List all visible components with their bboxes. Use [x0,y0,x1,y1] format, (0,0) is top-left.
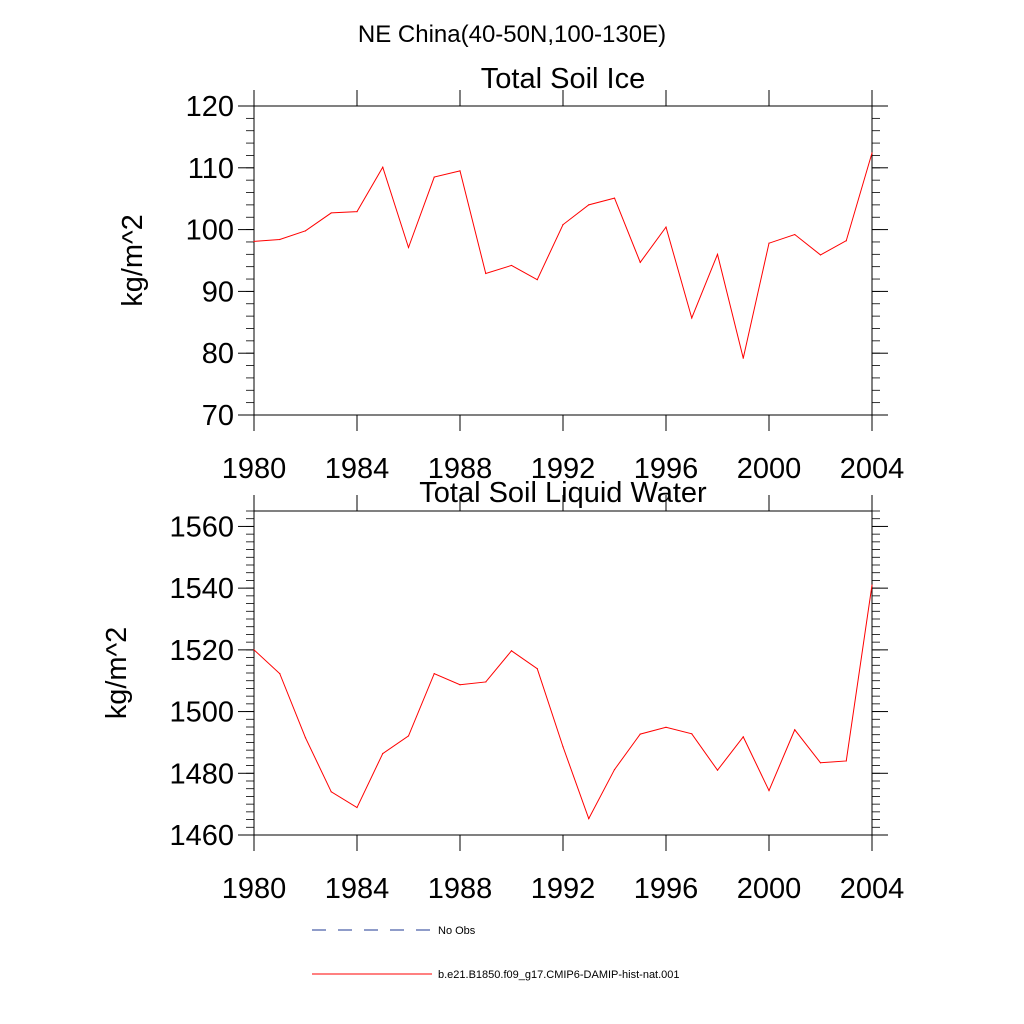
y-tick-label: 1540 [169,573,234,605]
data-point-2002 [819,254,822,256]
data-point-1987 [433,176,435,178]
data-point-1999 [742,357,744,359]
data-point-1991 [536,668,538,670]
x-tick-label: 2000 [737,453,802,485]
data-point-2004 [871,584,873,586]
data-point-1990 [510,264,513,267]
panel-total-soil-liquid-water: Total Soil Liquid Water14601480150015201… [101,477,904,905]
data-point-1991 [536,279,538,281]
x-tick-label: 2004 [840,873,905,905]
data-point-1984 [356,806,358,809]
data-point-1998 [716,253,719,255]
data-point-1993 [588,204,590,206]
data-point-1992 [562,224,564,226]
y-tick-label: 1560 [169,511,234,543]
y-tick-label: 70 [202,400,234,432]
data-point-1980 [253,649,255,651]
main-title: NE China(40-50N,100-130E) [358,21,666,48]
data-point-2000 [768,242,770,244]
y-tick-label: 90 [202,276,234,308]
data-point-1994 [613,197,616,199]
data-point-2001 [794,233,796,236]
data-point-1992 [562,746,564,748]
panel-total-soil-ice: Total Soil Ice 70 80 90 100 110 120 1980 1984 198… [117,63,904,485]
data-point-1996 [665,726,667,728]
data-point-1982 [304,230,307,232]
y-axis-label: kg/m^2 [101,627,133,720]
series-line-ice [253,152,873,359]
data-point-2002 [819,762,822,764]
x-tick-label: 1984 [325,453,390,485]
data-point-1997 [691,317,693,319]
x-tick-label: 1980 [222,873,287,905]
y-axis-label: kg/m^2 [117,214,149,307]
y-tick-label: 110 [188,153,234,185]
y-tick-label: 80 [202,338,234,370]
legend: No Obs b.e21.B1850.f09_g17.CMIP6-DAMIP-h… [312,925,680,981]
x-tick-label: 2004 [840,453,905,485]
x-tick-label: 1996 [634,873,699,905]
data-point-1988 [459,170,461,172]
x-tick-label: 1988 [428,453,493,485]
data-point-1981 [279,673,281,675]
data-point-1983 [330,791,332,793]
y-tick-label: 1500 [169,697,234,729]
plot-frame [253,105,873,416]
data-point-1990 [510,650,513,652]
chart-title-ice: Total Soil Ice [481,63,645,95]
legend-model-label: b.e21.B1850.f09_g17.CMIP6-DAMIP-hist-nat… [438,969,680,981]
data-point-2003 [845,760,847,762]
y-tick-label: 1520 [169,635,234,667]
data-point-1987 [433,673,435,675]
y-tick-label: 1460 [169,820,234,852]
legend-no-obs-label: No Obs [438,925,476,937]
data-point-1989 [485,681,487,683]
data-point-1995 [639,733,641,735]
y-tick-label: 100 [186,215,234,247]
x-tick-label: 2000 [737,873,802,905]
data-point-1993 [588,818,590,820]
data-point-1999 [742,736,744,738]
data-point-1997 [691,733,693,735]
data-point-1984 [356,211,358,213]
data-point-1986 [407,246,410,249]
data-point-1980 [253,240,255,242]
x-tick-label: 1984 [325,873,390,905]
y-tick-label: 1480 [169,758,234,790]
x-tick-label: 1996 [634,453,699,485]
data-point-1986 [407,735,410,737]
y-tick-label: 120 [186,91,234,123]
data-point-1988 [459,684,461,686]
data-point-1994 [613,768,616,771]
x-tick-label: 1992 [531,453,596,485]
data-point-1998 [716,769,719,771]
data-point-1983 [330,212,332,214]
x-tick-label: 1980 [222,453,287,485]
data-point-1982 [304,737,307,739]
data-point-2004 [871,152,873,154]
data-point-2003 [845,240,847,242]
data-point-1989 [485,272,487,275]
data-point-2000 [768,789,770,792]
data-point-1985 [382,752,384,755]
x-tick-label: 1992 [531,873,596,905]
plot-frame [253,510,873,836]
data-point-1985 [382,166,384,168]
series-line-liquid [253,584,873,820]
x-tick-label: 1988 [428,873,493,905]
data-point-2001 [794,729,796,731]
data-point-1996 [665,226,667,228]
data-point-1995 [639,261,641,263]
data-point-1981 [279,238,281,241]
